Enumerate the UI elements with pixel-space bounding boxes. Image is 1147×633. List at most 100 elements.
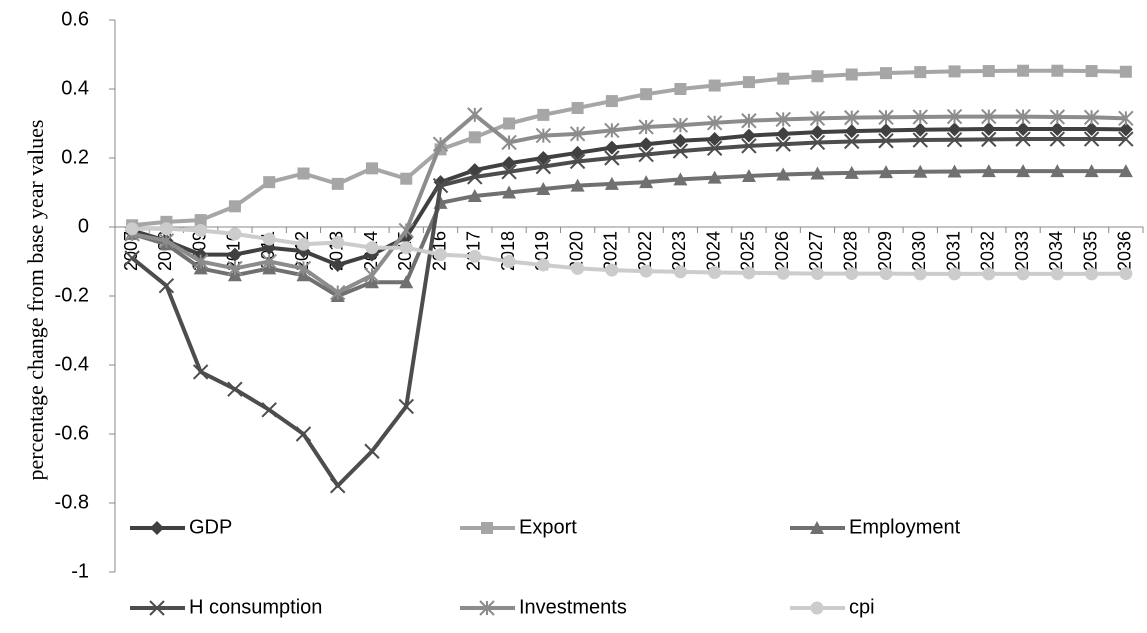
marker [673, 172, 688, 186]
marker [604, 140, 619, 155]
marker [913, 164, 928, 178]
legend-label: cpi [849, 596, 875, 618]
marker [639, 175, 654, 189]
marker [912, 132, 928, 148]
marker [467, 107, 483, 123]
marker [946, 132, 963, 148]
marker [1050, 267, 1064, 281]
marker [1084, 122, 1099, 137]
legend-label: Export [519, 516, 577, 538]
marker [947, 122, 962, 137]
marker [569, 126, 586, 142]
marker [262, 232, 276, 246]
series-line [131, 68, 1126, 228]
marker [741, 168, 756, 182]
marker [1118, 131, 1134, 147]
marker [913, 267, 927, 281]
x-tick-label: 2020 [566, 231, 586, 271]
marker [479, 600, 495, 616]
x-tick-label: 2022 [635, 231, 655, 271]
marker [1015, 108, 1031, 125]
x-tick-label: 2032 [978, 231, 998, 271]
marker [947, 164, 962, 178]
marker [1118, 122, 1133, 137]
series [126, 64, 1132, 232]
x-tick-label: 2030 [909, 231, 929, 271]
marker [809, 110, 826, 127]
marker [1050, 164, 1065, 178]
marker [502, 156, 517, 171]
marker [981, 108, 997, 125]
marker [809, 134, 826, 151]
marker [672, 143, 689, 159]
x-tick-label: 2036 [1115, 231, 1135, 271]
marker [844, 133, 860, 150]
marker [672, 117, 689, 133]
marker [742, 76, 755, 89]
marker [295, 426, 312, 442]
x-tick-label: 2029 [875, 231, 895, 271]
marker [331, 236, 345, 250]
marker [150, 521, 164, 535]
marker [1051, 64, 1064, 77]
marker [810, 166, 825, 180]
legend-label: Employment [849, 516, 961, 538]
marker [1017, 64, 1030, 77]
marker [158, 233, 175, 249]
series-line [130, 137, 1126, 488]
y-tick-label: 0.4 [61, 77, 89, 99]
marker [467, 188, 482, 202]
marker [432, 177, 449, 194]
marker [776, 167, 791, 181]
marker [604, 122, 620, 139]
marker [707, 132, 722, 147]
marker [535, 127, 552, 144]
x-tick-label: 2021 [601, 231, 621, 271]
y-tick-label: -0.4 [55, 353, 89, 375]
marker [673, 265, 687, 279]
marker [398, 222, 414, 239]
marker [912, 109, 928, 125]
marker [158, 277, 175, 294]
marker [570, 178, 585, 192]
marker [981, 164, 996, 178]
marker [914, 66, 927, 79]
marker [776, 266, 790, 280]
marker [981, 131, 997, 148]
marker [878, 109, 894, 125]
marker [674, 83, 687, 95]
x-tick-label: 2031 [943, 231, 963, 271]
marker [810, 267, 824, 281]
marker [192, 253, 209, 270]
marker [1016, 122, 1031, 137]
marker [502, 255, 516, 268]
marker [537, 108, 550, 121]
marker [845, 267, 859, 281]
marker [400, 172, 413, 185]
x-tick-label: 2027 [806, 231, 826, 271]
marker [159, 222, 173, 236]
marker [227, 260, 243, 277]
y-axis-title: percentage change from base year values [23, 120, 48, 481]
marker [844, 124, 859, 139]
x-tick-label: 2024 [703, 231, 723, 271]
marker [501, 164, 517, 180]
marker [398, 398, 414, 415]
marker [1049, 109, 1066, 125]
marker [261, 402, 277, 418]
marker [481, 522, 493, 534]
marker [536, 151, 551, 165]
x-tick-label: 2026 [772, 231, 792, 271]
series [124, 131, 1134, 494]
marker [571, 101, 584, 114]
marker [741, 138, 757, 154]
marker [468, 249, 482, 263]
x-tick-label: 2033 [1012, 231, 1032, 271]
marker [777, 72, 790, 85]
y-tick-label: -1 [71, 560, 89, 582]
marker [879, 165, 893, 179]
series [124, 107, 1134, 301]
marker [1050, 122, 1065, 137]
marker [227, 381, 243, 397]
marker [1049, 131, 1066, 147]
